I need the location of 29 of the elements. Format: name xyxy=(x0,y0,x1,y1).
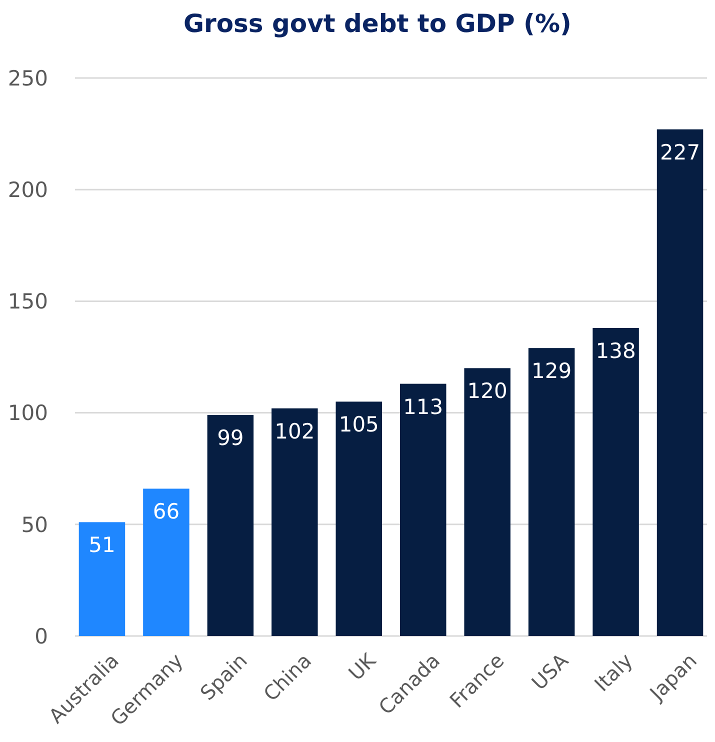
chart-title: Gross govt debt to GDP (%) xyxy=(184,9,572,38)
bar xyxy=(207,415,254,636)
y-tick-label: 100 xyxy=(8,401,48,426)
y-tick-label: 0 xyxy=(34,624,48,648)
data-label: 99 xyxy=(217,426,244,450)
y-tick-label: 150 xyxy=(8,290,48,314)
data-label: 66 xyxy=(152,500,180,524)
data-label: 120 xyxy=(467,379,508,404)
bar xyxy=(464,368,510,636)
data-label: 113 xyxy=(403,394,444,419)
data-label: 227 xyxy=(660,140,700,164)
x-tick-label: UK xyxy=(344,648,381,686)
data-label: 51 xyxy=(88,533,116,558)
y-tick-label: 200 xyxy=(8,178,48,202)
bar xyxy=(400,384,446,636)
data-label: 102 xyxy=(274,419,315,444)
data-label: 129 xyxy=(532,359,572,384)
x-tick-label: USA xyxy=(526,648,574,695)
bar xyxy=(272,408,318,636)
data-label: 138 xyxy=(596,338,636,363)
bar xyxy=(78,522,126,636)
y-tick-label: 50 xyxy=(21,512,48,537)
bar xyxy=(592,328,639,636)
bar xyxy=(143,488,190,636)
bar xyxy=(336,402,382,636)
bar xyxy=(656,129,704,636)
y-tick-label: 250 xyxy=(8,66,48,90)
bar xyxy=(528,348,575,636)
data-label: 105 xyxy=(338,412,379,437)
